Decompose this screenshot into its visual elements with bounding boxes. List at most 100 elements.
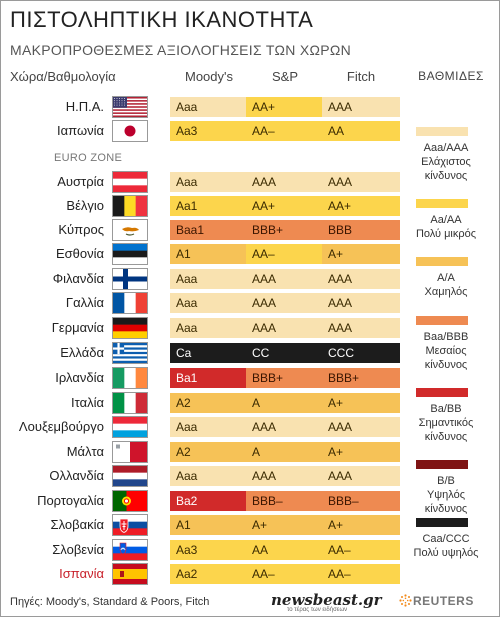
sp-rating: A <box>246 442 324 462</box>
fitch-rating: AAA <box>322 172 400 192</box>
table-row: Σλοβενία Aa3 AA AA– <box>1 539 401 561</box>
moodys-rating: A1 <box>170 244 248 264</box>
newsbeast-tagline: το τέρας των ειδήσεων <box>287 607 348 613</box>
country-name: Ελλάδα <box>60 345 104 360</box>
table-row: Ισπανία Aa2 AA– AA– <box>1 563 401 585</box>
fitch-rating: A+ <box>322 442 400 462</box>
table-row: Εσθονία A1 AA– A+ <box>1 243 401 265</box>
legend-swatch <box>416 127 468 136</box>
country-name: Ιταλία <box>71 395 104 410</box>
table-row: Αυστρία Aaa AAA AAA <box>1 171 401 193</box>
legend-swatch <box>416 316 468 325</box>
legend-label: Ba/BB Σημαντικός κίνδυνος <box>418 403 474 443</box>
moodys-rating: Aa1 <box>170 196 248 216</box>
country-name: Αυστρία <box>57 174 104 189</box>
table-row: Ιρλανδία Ba1 BBB+ BBB+ <box>1 367 401 389</box>
table-row: Μάλτα A2 A A+ <box>1 441 401 463</box>
sp-rating: BBB+ <box>246 368 324 388</box>
slovenia-flag <box>112 539 148 561</box>
finland-flag <box>112 268 148 290</box>
france-flag <box>112 292 148 314</box>
country-name: Φιλανδία <box>52 271 104 286</box>
moodys-rating: A1 <box>170 515 248 535</box>
fitch-rating: AAA <box>322 466 400 486</box>
page-title: ΠΙΣΤΟΛΗΠΤΙΚΗ ΙΚΑΝΟΤΗΤΑ <box>10 7 314 32</box>
table-row: Ολλανδία Aaa AAA AAA <box>1 465 401 487</box>
fitch-rating: A+ <box>322 515 400 535</box>
table-row: Πορτογαλία Ba2 BBB– BBB– <box>1 490 401 512</box>
reuters-logo: REUTERS <box>413 594 474 608</box>
fitch-rating: BBB <box>322 220 400 240</box>
estonia-flag <box>112 243 148 265</box>
luxembourg-flag <box>112 416 148 438</box>
fitch-rating: AA+ <box>322 196 400 216</box>
legend-swatch <box>416 388 468 397</box>
sp-rating: AAA <box>246 172 324 192</box>
sp-rating: CC <box>246 343 324 363</box>
table-row: Ιαπωνία Aa3 AA– AA <box>1 120 401 142</box>
germany-flag <box>112 317 148 339</box>
header-country: Χώρα/Βαθμολογία <box>10 69 116 84</box>
table-row: Φιλανδία Aaa AAA AAA <box>1 268 401 290</box>
page-subtitle: ΜΑΚΡΟΠΡΟΘΕΣΜΕΣ ΑΞΙΟΛΟΓΗΣΕΙΣ ΤΩΝ ΧΩΡΩΝ <box>10 42 352 58</box>
moodys-rating: Aa2 <box>170 564 248 584</box>
country-name: Γαλλία <box>65 295 104 310</box>
reuters-logo-icon <box>399 594 412 607</box>
sp-rating: AAA <box>246 269 324 289</box>
fitch-rating: AAA <box>322 269 400 289</box>
malta-flag <box>112 441 148 463</box>
portugal-flag <box>112 490 148 512</box>
country-name: Γερμανία <box>51 320 104 335</box>
fitch-rating: AA– <box>322 564 400 584</box>
moodys-rating: Aaa <box>170 318 248 338</box>
country-name: Ισπανία <box>59 566 104 581</box>
euro-zone-label: EURO ZONE <box>54 152 123 164</box>
belgium-flag <box>112 195 148 217</box>
fitch-rating: AAA <box>322 293 400 313</box>
moodys-rating: Aaa <box>170 466 248 486</box>
moodys-rating: Aa3 <box>170 121 248 141</box>
moodys-rating: Aaa <box>170 172 248 192</box>
moodys-rating: A2 <box>170 442 248 462</box>
sp-rating: A <box>246 393 324 413</box>
sp-rating: AA <box>246 540 324 560</box>
header-sp: S&P <box>271 69 298 84</box>
sp-rating: AAA <box>246 417 324 437</box>
spain-flag <box>112 563 148 585</box>
table-row: Κύπρος Baa1 BBB+ BBB <box>1 219 401 241</box>
sp-rating: AA– <box>246 564 324 584</box>
sp-rating: BBB– <box>246 491 324 511</box>
moodys-rating: Aaa <box>170 269 248 289</box>
country-name: Λουξεμβούργο <box>18 419 104 434</box>
legend-label: Aaa/AAA Ελάχιστος κίνδυνος <box>421 142 471 182</box>
ireland-flag <box>112 367 148 389</box>
country-name: Βέλγιο <box>66 198 104 213</box>
sp-rating: AA+ <box>246 97 324 117</box>
moodys-rating: Baa1 <box>170 220 248 240</box>
moodys-rating: Aaa <box>170 293 248 313</box>
country-name: Πορτογαλία <box>37 493 104 508</box>
sp-rating: A+ <box>246 515 324 535</box>
country-name: Ιρλανδία <box>55 370 104 385</box>
moodys-rating: Ba2 <box>170 491 248 511</box>
legend-swatch <box>416 199 468 208</box>
fitch-rating: AAA <box>322 417 400 437</box>
legend-label: A/A Χαμηλός <box>424 272 468 298</box>
sp-rating: BBB+ <box>246 220 324 240</box>
sp-rating: AA– <box>246 244 324 264</box>
japan-flag <box>112 120 148 142</box>
country-name: Κύπρος <box>58 222 104 237</box>
legend-label: B/B Υψηλός κίνδυνος <box>424 475 468 515</box>
moodys-rating: Aa3 <box>170 540 248 560</box>
country-name: Εσθονία <box>55 246 104 261</box>
italy-flag <box>112 392 148 414</box>
header-legend: ΒΑΘΜΙΔΕΣ <box>418 69 484 83</box>
fitch-rating: A+ <box>322 244 400 264</box>
fitch-rating: AAA <box>322 318 400 338</box>
country-name: Ιαπωνία <box>57 123 104 138</box>
sp-rating: AAA <box>246 293 324 313</box>
table-row: Γερμανία Aaa AAA AAA <box>1 317 401 339</box>
newsbeast-logo: newsbeast.gr <box>271 591 382 609</box>
moodys-rating: Ca <box>170 343 248 363</box>
header-moodys: Moody's <box>184 69 233 84</box>
